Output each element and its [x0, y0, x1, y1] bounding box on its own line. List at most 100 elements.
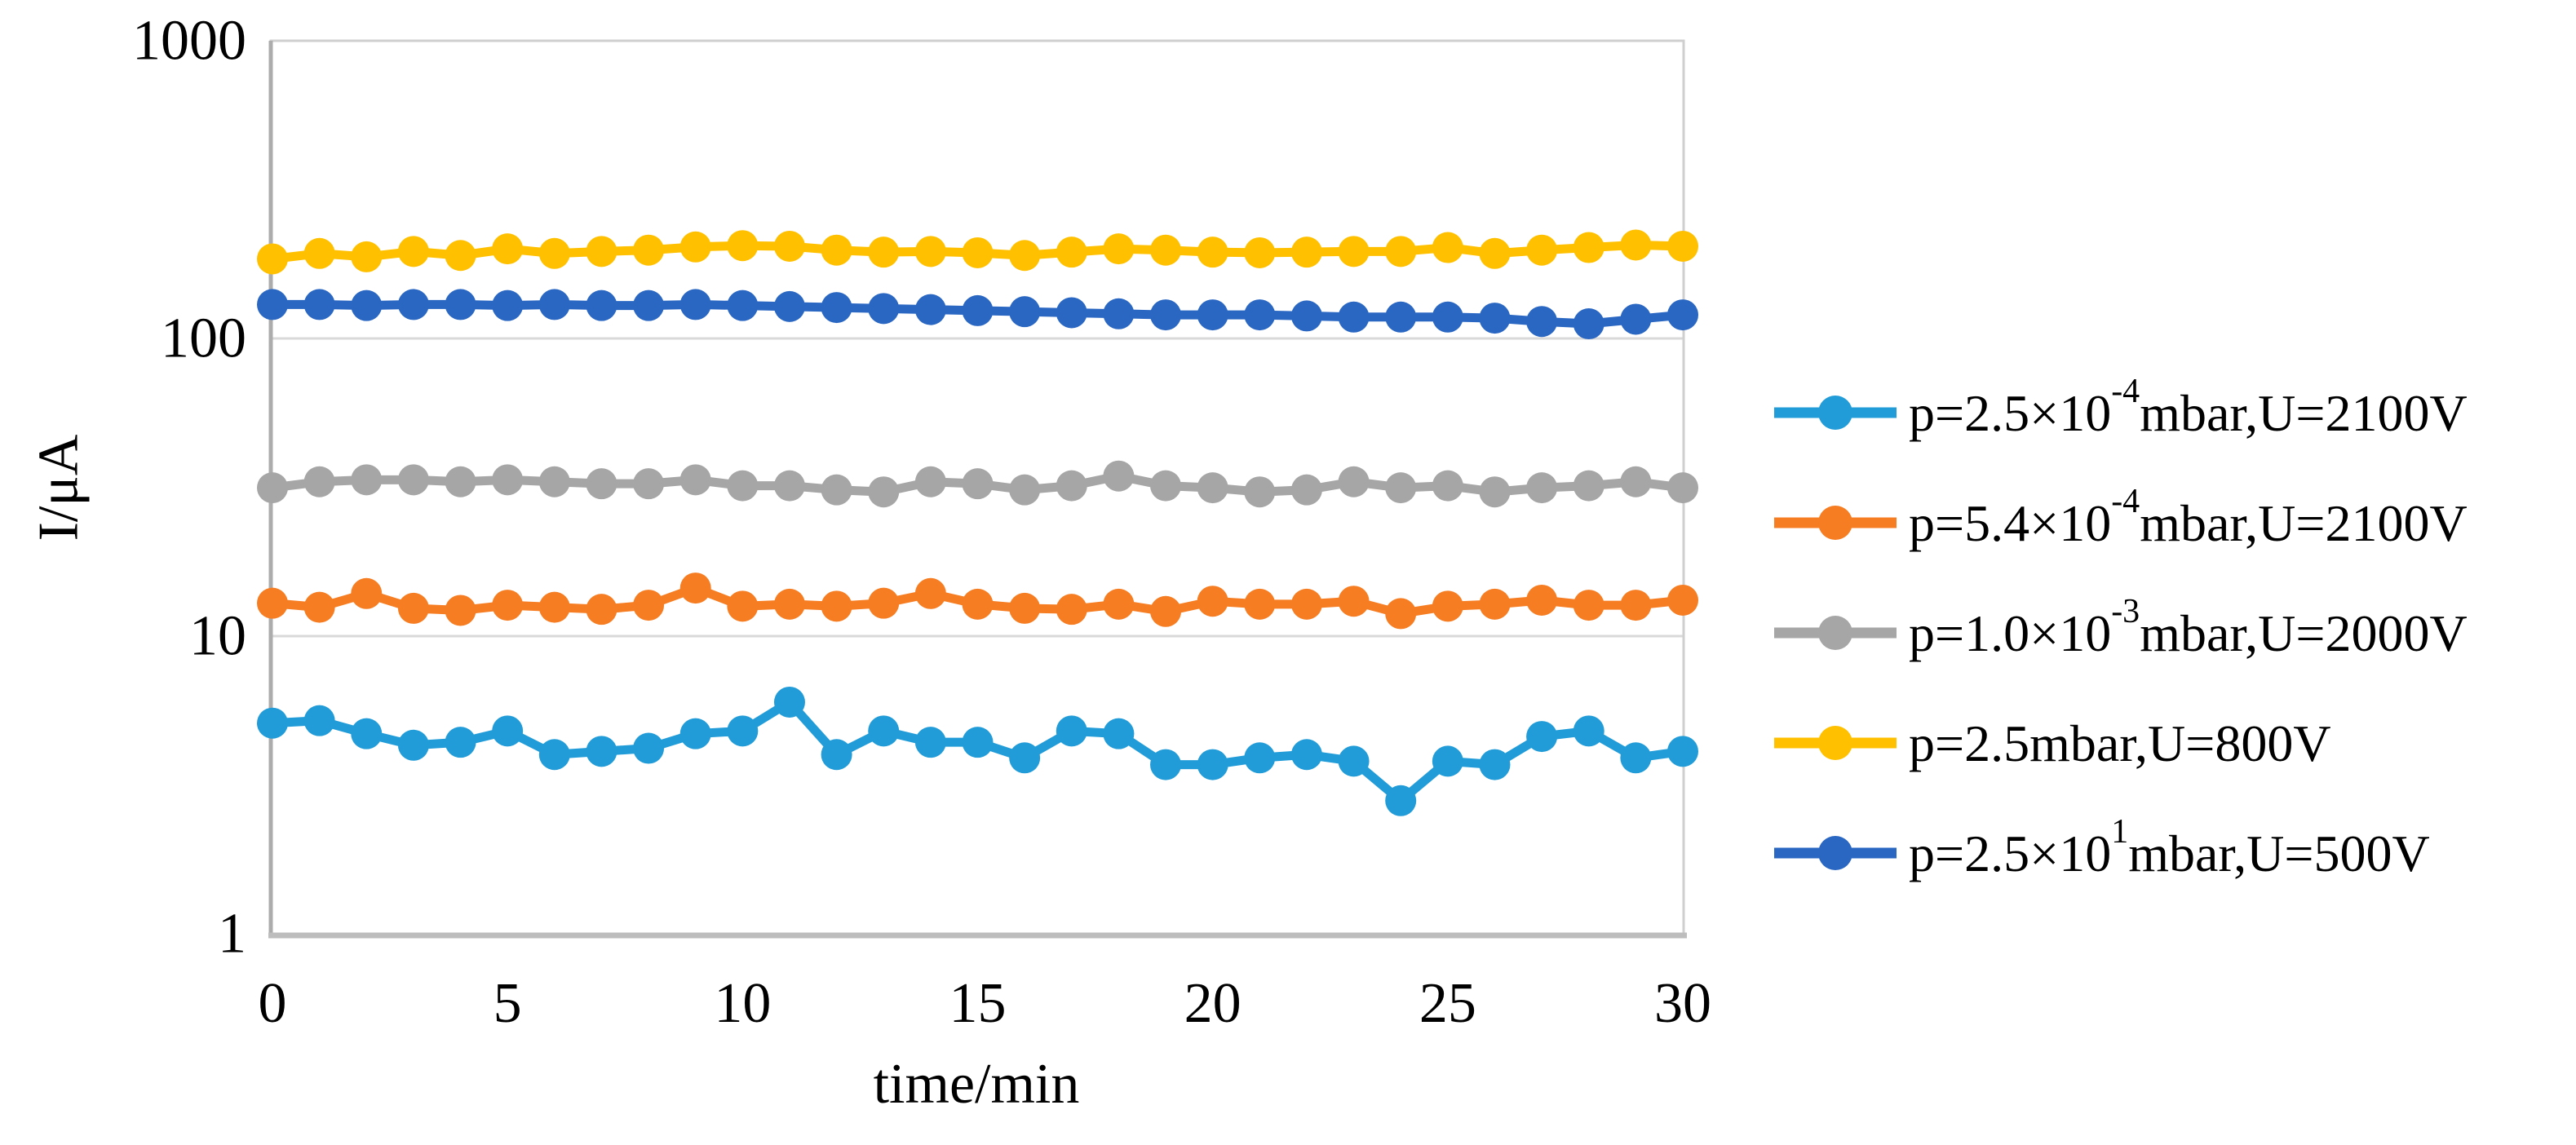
data-point-s2-t17	[1056, 470, 1087, 502]
data-point-s0-t22	[1290, 739, 1322, 771]
data-point-s3-t7	[586, 236, 617, 267]
legend-entry-1: p=5.4×10-4mbar,U=2100V	[1774, 483, 2468, 552]
data-point-s1-t8	[633, 590, 665, 621]
data-point-s2-t14	[914, 466, 946, 497]
data-point-s2-t6	[538, 466, 570, 497]
data-point-s4-t18	[1103, 298, 1135, 329]
legend-marker-point-1	[1818, 506, 1852, 540]
data-point-s3-t6	[538, 237, 570, 269]
data-point-s3-t16	[1009, 240, 1041, 272]
series-4	[257, 289, 1698, 340]
data-point-s1-t26	[1479, 588, 1511, 620]
data-point-s3-t22	[1290, 237, 1322, 268]
data-point-s2-t13	[868, 476, 900, 508]
legend-label-4: p=2.5×101mbar,U=500V	[1909, 813, 2430, 882]
legend-entry-2: p=1.0×10-3mbar,U=2000V	[1774, 593, 2468, 662]
data-point-s2-t22	[1290, 474, 1322, 506]
data-point-s4-t27	[1526, 306, 1558, 338]
legend-label-0: p=2.5×10-4mbar,U=2100V	[1909, 373, 2468, 442]
data-point-s2-t19	[1150, 470, 1182, 502]
data-point-s3-t25	[1432, 232, 1463, 263]
data-point-s0-t29	[1620, 742, 1652, 774]
data-point-s3-t30	[1667, 230, 1698, 262]
data-point-s4-t16	[1009, 296, 1041, 328]
data-point-s2-t21	[1244, 476, 1276, 508]
data-point-s0-t30	[1667, 736, 1698, 767]
data-point-s4-t22	[1290, 300, 1322, 332]
data-point-s1-t9	[679, 572, 711, 604]
series-2	[257, 460, 1698, 508]
data-point-s0-t16	[1009, 742, 1041, 774]
data-point-s4-t23	[1338, 301, 1370, 333]
data-point-s1-t19	[1150, 595, 1182, 627]
legend-label-1: p=5.4×10-4mbar,U=2100V	[1909, 483, 2468, 552]
data-point-s3-t24	[1385, 236, 1417, 267]
data-point-s2-t3	[397, 464, 429, 496]
data-point-s0-t23	[1338, 745, 1370, 777]
data-point-s4-t8	[633, 290, 665, 321]
data-point-s1-t1	[303, 591, 335, 623]
data-point-s2-t9	[679, 464, 711, 496]
data-point-s1-t22	[1290, 588, 1322, 620]
data-point-s1-t0	[257, 587, 288, 619]
data-point-s2-t24	[1385, 472, 1417, 504]
data-point-s0-t9	[679, 718, 711, 749]
data-point-s2-t30	[1667, 472, 1698, 504]
y-tick-label-10: 10	[189, 605, 246, 668]
data-point-s4-t17	[1056, 297, 1087, 329]
data-point-s3-t19	[1150, 234, 1182, 266]
legend-marker-point-3	[1818, 726, 1852, 760]
data-point-s1-t17	[1056, 594, 1087, 626]
data-point-s1-t27	[1526, 584, 1558, 616]
data-point-s3-t13	[868, 237, 900, 268]
data-point-s3-t4	[445, 240, 476, 272]
data-point-s1-t5	[492, 590, 524, 621]
data-point-s4-t15	[962, 294, 994, 326]
data-point-s3-t29	[1620, 229, 1652, 261]
data-point-s1-t15	[962, 588, 994, 620]
data-point-s1-t20	[1197, 586, 1228, 617]
data-point-s4-t28	[1573, 308, 1604, 340]
data-point-s3-t17	[1056, 237, 1087, 268]
data-point-s0-t3	[397, 729, 429, 761]
data-point-s3-t9	[679, 231, 711, 263]
data-point-s0-t11	[773, 686, 805, 718]
data-point-s3-t15	[962, 237, 994, 268]
data-point-s4-t3	[397, 289, 429, 321]
data-point-s2-t7	[586, 468, 617, 500]
data-point-s0-t25	[1432, 745, 1463, 777]
data-point-s4-t21	[1244, 299, 1276, 331]
data-point-s0-t19	[1150, 749, 1182, 780]
data-point-s2-t1	[303, 466, 335, 497]
data-point-s1-t21	[1244, 588, 1276, 620]
data-point-s0-t24	[1385, 785, 1417, 816]
data-point-s0-t12	[821, 739, 852, 771]
data-point-s4-t13	[868, 293, 900, 325]
data-point-s2-t20	[1197, 472, 1228, 504]
data-point-s1-t12	[821, 590, 852, 622]
y-axis-title: I/μA	[28, 434, 91, 541]
data-point-s3-t18	[1103, 233, 1135, 265]
data-point-s0-t17	[1056, 715, 1087, 747]
x-tick-label-25: 25	[1419, 972, 1476, 1035]
data-point-s4-t30	[1667, 299, 1698, 331]
data-point-s4-t14	[914, 294, 946, 325]
x-tick-label-5: 5	[494, 972, 522, 1035]
x-tick-label-10: 10	[714, 972, 771, 1035]
data-point-s1-t3	[397, 592, 429, 624]
y-tick-label-1: 1	[218, 903, 246, 966]
data-point-s1-t7	[586, 594, 617, 626]
data-point-s1-t4	[445, 595, 476, 626]
data-point-s2-t12	[821, 474, 852, 506]
data-point-s3-t3	[397, 236, 429, 267]
data-point-s1-t25	[1432, 590, 1463, 622]
data-point-s3-t12	[821, 234, 852, 266]
data-point-s1-t24	[1385, 598, 1417, 630]
data-point-s1-t28	[1573, 590, 1604, 621]
data-point-s4-t1	[303, 289, 335, 321]
legend-entry-4: p=2.5×101mbar,U=500V	[1774, 813, 2430, 882]
x-tick-label-30: 30	[1654, 972, 1711, 1035]
data-point-s0-t14	[914, 727, 946, 758]
data-point-s1-t30	[1667, 584, 1698, 616]
data-point-s4-t6	[538, 289, 570, 321]
